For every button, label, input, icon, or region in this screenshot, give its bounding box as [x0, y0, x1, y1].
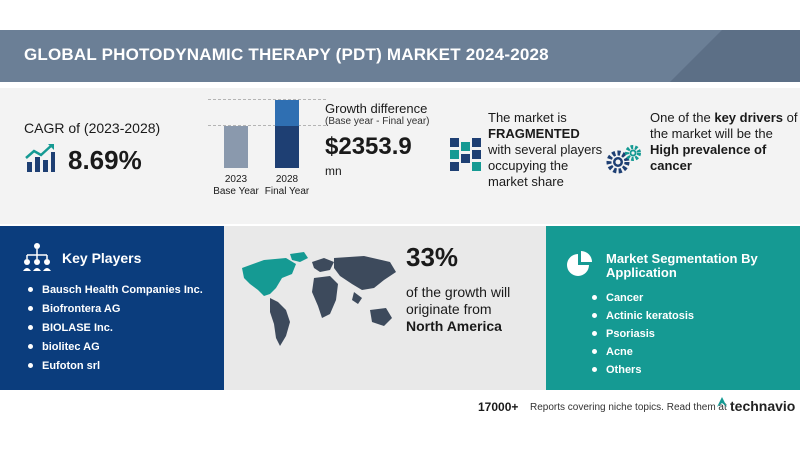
pie-chart-icon — [567, 251, 592, 276]
segmentation-title: Market Segmentation By Application — [606, 251, 758, 280]
technavio-brand[interactable]: technavio — [730, 398, 796, 414]
footer-text[interactable]: Reports covering niche topics. Read them… — [530, 402, 727, 413]
base-year-label: 2023 Base Year — [206, 174, 266, 198]
final-year-label: 2028 Final Year — [257, 174, 317, 198]
gears-icon — [606, 145, 641, 174]
list-item: Eufoton srl — [28, 360, 203, 379]
driver-line2: of the market will be the — [650, 110, 798, 141]
list-item: Others — [592, 364, 694, 382]
list-item: Bausch Health Companies Inc. — [28, 284, 203, 303]
bar-final-year-base — [275, 126, 299, 168]
market-line2: with several players occupying the marke… — [488, 142, 603, 189]
bar-base-year — [224, 126, 248, 168]
segmentation-panel: Market Segmentation By Application Cance… — [546, 226, 800, 390]
dashed-guide — [208, 125, 326, 126]
final-year-caption: Final Year — [264, 186, 310, 197]
list-item: Acne — [592, 346, 694, 364]
geography-region: North America — [406, 318, 502, 334]
key-players-panel: Key Players Bausch Health Companies Inc.… — [0, 226, 224, 390]
report-count: 17000+ — [478, 400, 519, 414]
key-players-list: Bausch Health Companies Inc. Biofrontera… — [28, 284, 203, 379]
base-year: 2023 — [224, 174, 248, 185]
growth-subtitle: (Base year - Final year) — [325, 116, 430, 127]
list-item: Biofrontera AG — [28, 303, 203, 322]
market-highlight: FRAGMENTED — [488, 126, 580, 141]
page-title: GLOBAL PHOTODYNAMIC THERAPY (PDT) MARKET… — [24, 45, 549, 64]
technavio-logo-icon — [717, 397, 727, 407]
bar-final-year-growth — [275, 100, 299, 126]
cagr-value: 8.69% — [68, 145, 142, 175]
final-year: 2028 — [275, 174, 299, 185]
network-people-icon — [23, 243, 51, 271]
geography-percent: 33% — [406, 242, 459, 272]
list-item: BIOLASE Inc. — [28, 322, 203, 341]
details-row: Key Players Bausch Health Companies Inc.… — [0, 226, 800, 390]
growth-chart-icon — [25, 144, 55, 172]
fragmented-blocks-icon — [450, 138, 481, 171]
market-fragmentation-text: The market is FRAGMENTED with several pl… — [488, 110, 608, 190]
driver-highlight1: key drivers — [714, 110, 784, 125]
key-players-title: Key Players — [62, 250, 142, 266]
geography-text: of the growth will originate from — [406, 284, 511, 317]
growth-title: Growth difference — [325, 101, 428, 116]
header: GLOBAL PHOTODYNAMIC THERAPY (PDT) MARKET… — [0, 0, 800, 88]
market-line1: The market is — [488, 110, 567, 125]
base-year-caption: Base Year — [213, 186, 259, 197]
segmentation-list: Cancer Actinic keratosis Psoriasis Acne … — [592, 292, 694, 382]
world-map-icon — [242, 252, 396, 346]
footer: 17000+ Reports covering niche topics. Re… — [0, 392, 800, 422]
growth-mini-chart: 2023 Base Year 2028 Final Year — [200, 88, 326, 224]
list-item: Psoriasis — [592, 328, 694, 346]
driver-highlight2: High prevalence of cancer — [650, 142, 767, 173]
growth-unit: mn — [325, 164, 342, 178]
list-item: Actinic keratosis — [592, 310, 694, 328]
geography-panel: 33% of the growth will originate from No… — [224, 226, 546, 390]
key-driver-text: One of the key drivers of the market wil… — [650, 110, 798, 174]
driver-line1: One of the — [650, 110, 711, 125]
dashed-guide-top — [208, 99, 326, 100]
list-item: biolitec AG — [28, 341, 203, 360]
growth-value: $2353.9 — [325, 133, 412, 160]
cagr-label: CAGR of (2023-2028) — [24, 120, 161, 136]
summary-row: CAGR of (2023-2028) 8.69% 2023 Base Year… — [0, 88, 800, 224]
list-item: Cancer — [592, 292, 694, 310]
header-band — [0, 30, 800, 82]
